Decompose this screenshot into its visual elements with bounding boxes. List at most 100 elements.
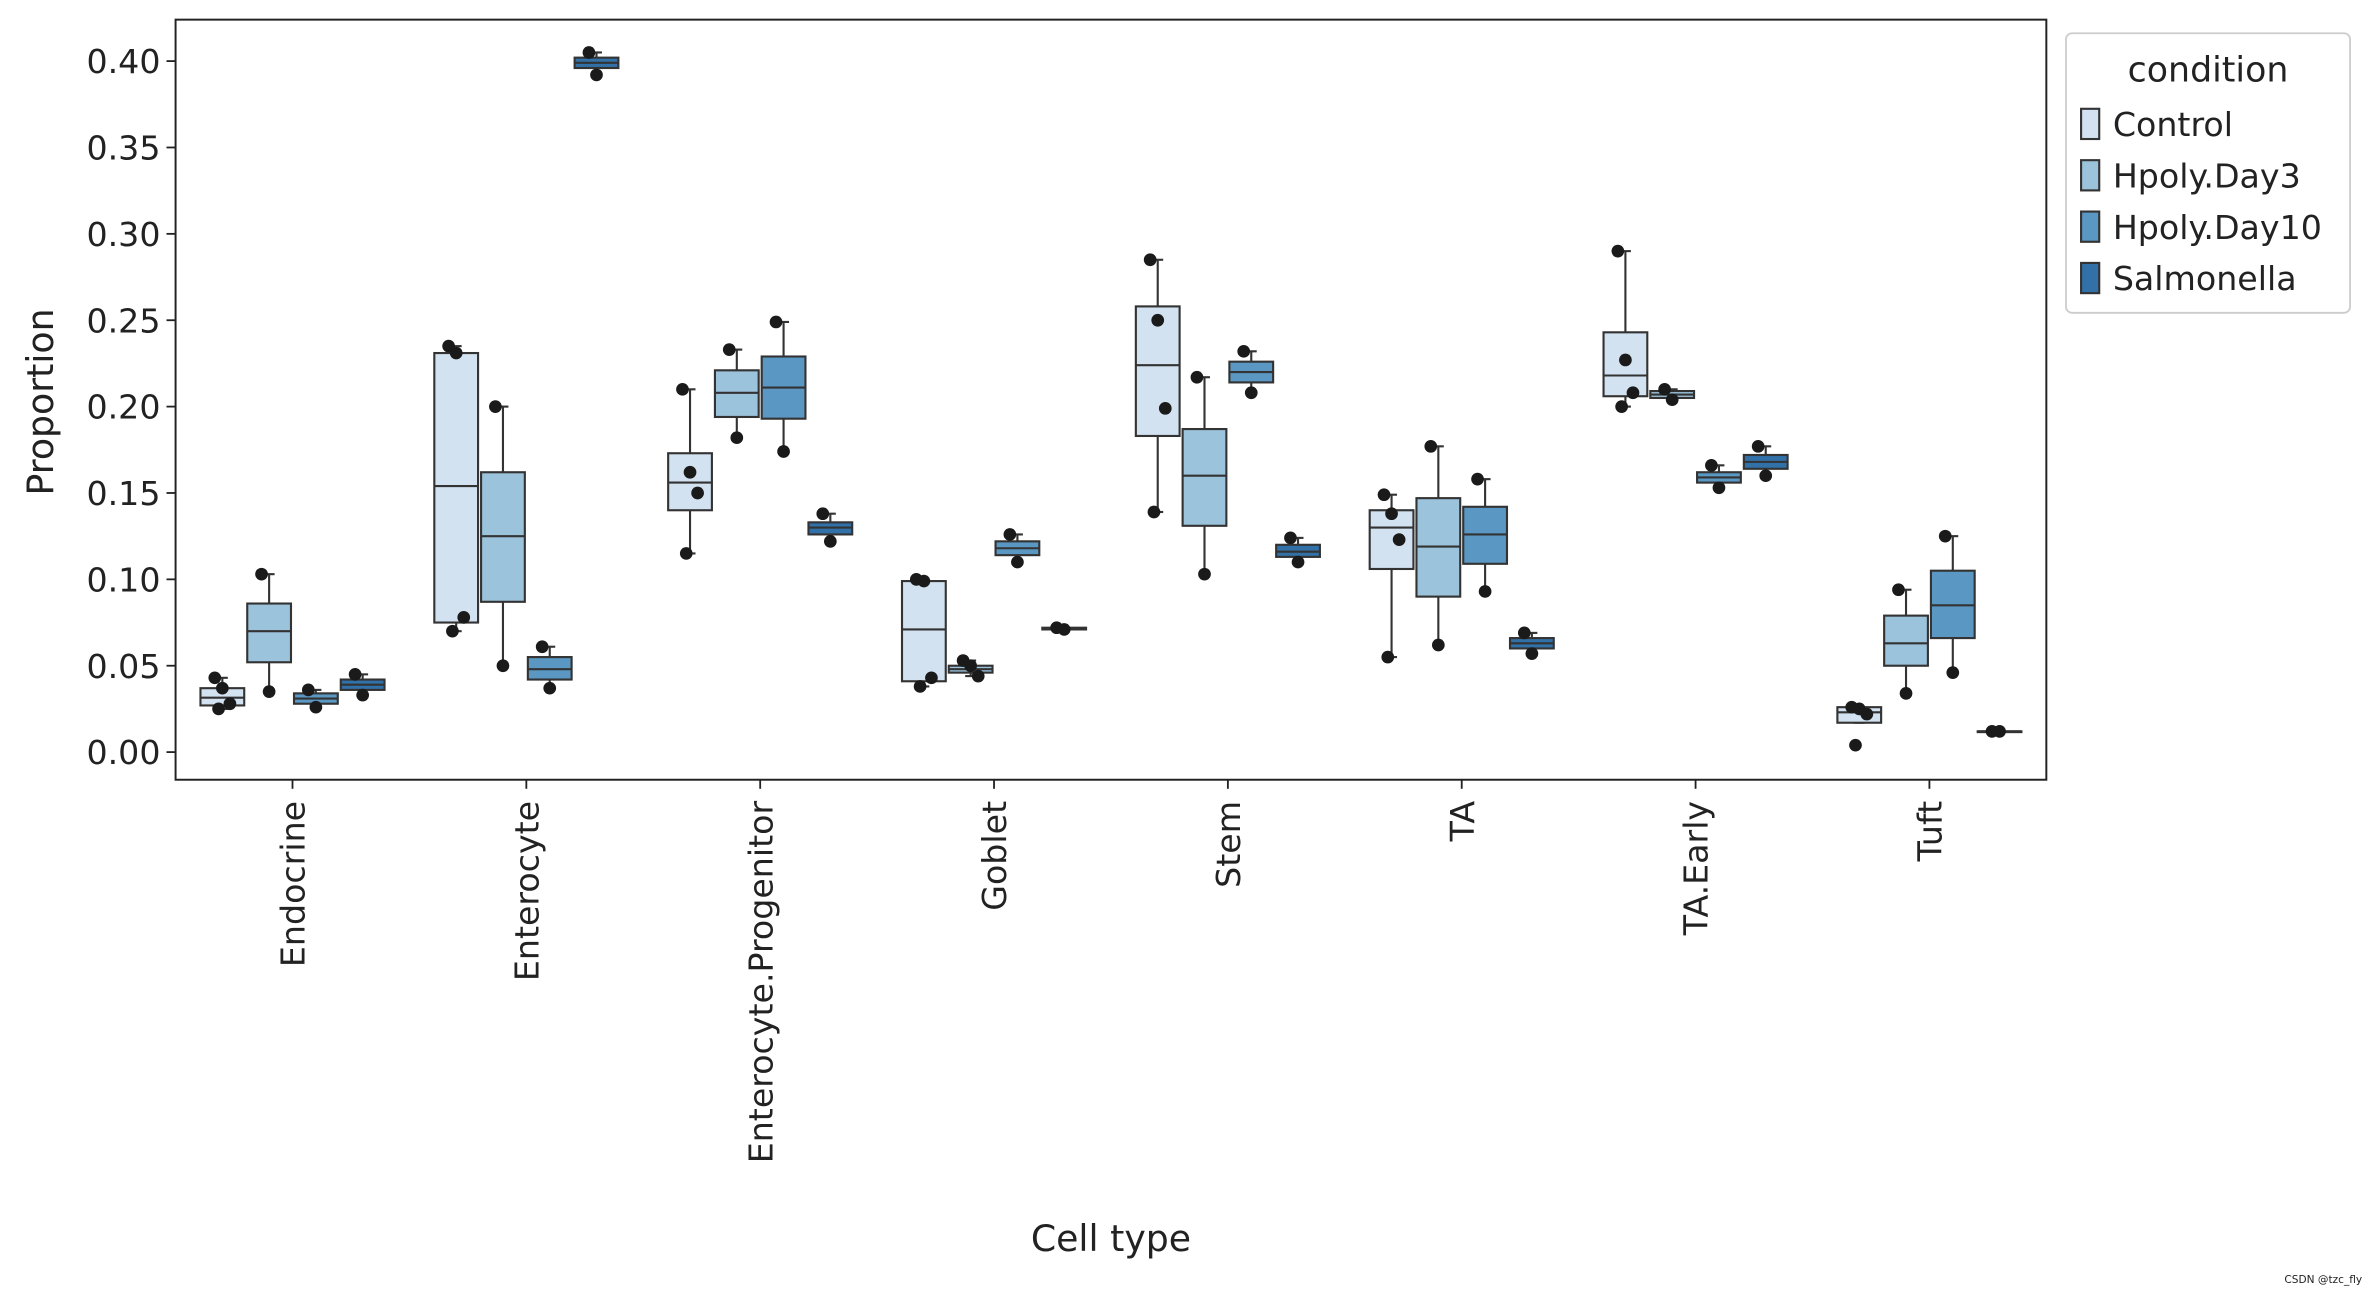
point — [913, 680, 927, 693]
x-tick-label: Enterocyte.Progenitor — [741, 801, 780, 1164]
point — [1011, 555, 1024, 569]
point — [1615, 400, 1628, 413]
box — [900, 580, 947, 683]
point — [1198, 567, 1211, 581]
legend-label: Control — [2113, 105, 2233, 144]
legend-label: Hpoly.Day3 — [2113, 156, 2301, 195]
x-tick-label: TA — [1443, 801, 1482, 843]
x-tick-label: Tuft — [1911, 801, 1950, 862]
point — [1759, 469, 1773, 483]
watermark: CSDN @tzc_fly — [2284, 1274, 2362, 1286]
legend-label: Salmonella — [2113, 259, 2297, 298]
point — [1158, 401, 1172, 415]
point — [1143, 253, 1157, 267]
point — [964, 659, 977, 673]
point — [1431, 638, 1445, 652]
legend-swatch — [2080, 210, 2101, 243]
point — [582, 46, 596, 59]
x-tick-label: Stem — [1209, 801, 1248, 888]
box — [246, 602, 293, 664]
y-tick-label: 0.10 — [86, 560, 160, 599]
point — [449, 346, 463, 360]
point — [1284, 531, 1297, 545]
y-tick-label: 0.00 — [86, 733, 160, 772]
point — [348, 668, 362, 681]
point — [1993, 725, 2006, 738]
point — [223, 697, 237, 711]
point — [1190, 370, 1204, 384]
point — [1712, 481, 1726, 495]
point — [535, 640, 549, 654]
point — [457, 611, 471, 624]
point — [590, 68, 603, 82]
point — [255, 567, 268, 581]
y-tick-label: 0.05 — [86, 647, 160, 686]
point — [1938, 529, 1952, 543]
point — [1658, 382, 1671, 396]
point — [1385, 507, 1398, 521]
plot-frame — [174, 18, 2048, 781]
point — [1892, 583, 1905, 597]
legend-swatch — [2080, 159, 2101, 192]
legend-title: condition — [2128, 51, 2289, 91]
point — [208, 671, 222, 685]
point — [1705, 458, 1718, 472]
point — [301, 683, 315, 697]
y-tick-label: 0.15 — [86, 474, 160, 513]
point — [489, 400, 502, 413]
box — [1883, 614, 1929, 667]
point — [1424, 439, 1438, 453]
point — [446, 624, 459, 638]
y-tick-label: 0.30 — [86, 215, 160, 254]
point — [722, 343, 736, 356]
x-tick-label: Goblet — [975, 801, 1014, 911]
point — [309, 700, 323, 714]
point — [1151, 313, 1165, 327]
point — [1471, 472, 1484, 486]
legend-swatch — [2080, 261, 2101, 295]
point — [1619, 353, 1632, 367]
point — [1626, 386, 1640, 400]
point — [823, 534, 837, 548]
point — [356, 688, 369, 702]
point — [1237, 344, 1251, 358]
point — [1003, 528, 1017, 541]
point — [777, 445, 790, 458]
box — [1134, 305, 1181, 438]
point — [1611, 244, 1625, 258]
point — [917, 574, 931, 588]
point — [1381, 650, 1395, 664]
y-axis-label: Proportion — [19, 308, 62, 495]
point — [1751, 439, 1765, 453]
x-tick-label: Enterocyte — [507, 801, 546, 981]
point — [1057, 623, 1071, 636]
point — [1860, 707, 1874, 721]
point — [1517, 626, 1531, 640]
point — [212, 702, 225, 716]
point — [816, 507, 830, 521]
point — [216, 681, 229, 695]
y-tick-label: 0.40 — [86, 42, 160, 81]
point — [1244, 386, 1258, 400]
point — [1377, 488, 1391, 502]
point — [769, 315, 783, 329]
point — [1147, 505, 1161, 519]
point — [1525, 647, 1539, 660]
point — [496, 659, 510, 673]
box — [1181, 427, 1228, 527]
point — [1946, 666, 1960, 679]
point — [683, 465, 697, 479]
point — [679, 547, 693, 560]
legend-label: Hpoly.Day10 — [2113, 208, 2322, 247]
point — [262, 685, 276, 698]
point — [1291, 555, 1305, 569]
point — [730, 431, 744, 445]
y-tick-label: 0.35 — [86, 129, 160, 168]
y-tick-label: 0.25 — [86, 301, 160, 340]
point — [1665, 393, 1679, 407]
legend-frame — [2065, 32, 2351, 314]
box — [433, 351, 480, 624]
point — [1849, 738, 1862, 752]
